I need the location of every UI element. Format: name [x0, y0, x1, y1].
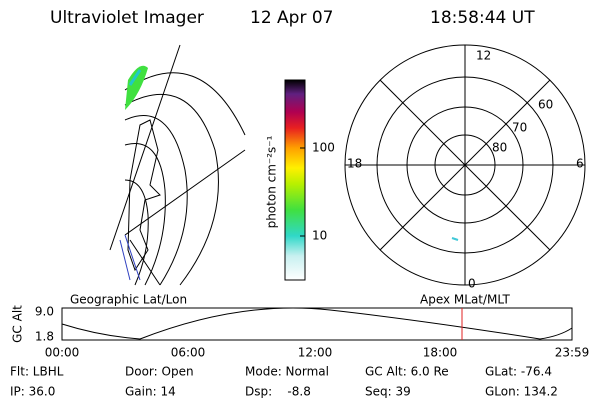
- info-field: GLat: -76.4: [485, 365, 552, 379]
- alt-ytick-label: 9.0: [35, 305, 54, 319]
- polar-label: 0: [468, 277, 476, 291]
- title: Ultraviolet Imager: [50, 8, 204, 28]
- alt-xtick-label: 18:00: [423, 346, 458, 360]
- polar-grid: [344, 44, 586, 286]
- colorbar-tick-label: 100: [312, 141, 335, 155]
- info-field: Dsp: -8.8: [245, 385, 311, 399]
- polar-label: 60: [538, 98, 553, 112]
- polar-label: 6: [576, 157, 584, 171]
- colorbar-label: photon cm⁻²s⁻¹: [265, 135, 279, 228]
- alt-xtick-label: 06:00: [171, 346, 206, 360]
- polar-label: 80: [492, 141, 507, 155]
- alt-ylabel: GC Alt: [11, 305, 25, 343]
- colorbar: [284, 79, 306, 281]
- left-plot-title: Geographic Lat/Lon: [70, 293, 187, 307]
- alt-xtick-label: 12:00: [298, 346, 333, 360]
- alt-curve: [61, 307, 573, 340]
- time: 18:58:44 UT: [430, 8, 535, 28]
- info-field: Flt: LBHL: [10, 365, 64, 379]
- alt-ytick-label: 1.8: [35, 330, 54, 344]
- info-field: Seq: 39: [365, 385, 411, 399]
- info-field: Gain: 14: [125, 385, 176, 399]
- polar-label: 12: [476, 49, 491, 63]
- info-field: GC Alt: 6.0 Re: [365, 365, 449, 379]
- polar-label: 70: [512, 121, 527, 135]
- alt-xtick-label: 23:59: [555, 346, 590, 360]
- polar-label: 18: [347, 157, 362, 171]
- info-field: Door: Open: [125, 365, 194, 379]
- alt-plot-frame: [61, 307, 573, 341]
- info-field: IP: 36.0: [10, 385, 55, 399]
- info-field: GLon: 134.2: [485, 385, 558, 399]
- info-field: Mode: Normal: [245, 365, 329, 379]
- map: [109, 44, 246, 286]
- info-panel: Flt: LBHL Door: Open Mode: Normal GC Alt: 6…: [10, 365, 558, 399]
- date: 12 Apr 07: [250, 8, 333, 28]
- colorbar-tick-label: 10: [312, 229, 327, 243]
- right-plot-title: Apex MLat/MLT: [420, 293, 510, 307]
- alt-xtick-label: 00:00: [45, 346, 80, 360]
